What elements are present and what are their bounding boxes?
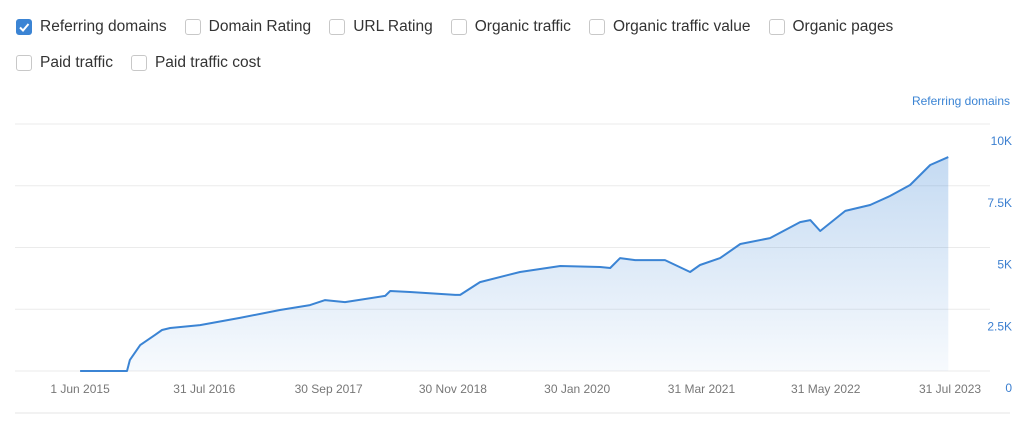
metric-toggle[interactable]: Paid traffic cost bbox=[130, 52, 261, 74]
x-tick-label: 1 Jun 2015 bbox=[50, 382, 110, 396]
x-tick-label: 31 Jul 2016 bbox=[173, 382, 235, 396]
metric-toggle[interactable]: Referring domains bbox=[16, 16, 167, 38]
toggle-label: Organic traffic value bbox=[612, 18, 751, 35]
metric-toggles: Referring domains Domain Rating URL Rating… bbox=[16, 16, 966, 74]
toggle-label: Organic traffic bbox=[474, 18, 571, 35]
checkbox[interactable] bbox=[184, 19, 201, 35]
y-tick-label: 7.5K bbox=[987, 196, 1012, 210]
series-line bbox=[80, 156, 949, 372]
toggle-label: Referring domains bbox=[40, 18, 167, 35]
area-fill bbox=[80, 157, 949, 371]
x-tick-label: 30 Nov 2018 bbox=[419, 382, 487, 396]
check-icon bbox=[19, 23, 30, 32]
x-tick-label: 30 Sep 2017 bbox=[295, 382, 363, 396]
toggle-label: Organic pages bbox=[792, 18, 894, 35]
checkbox[interactable] bbox=[130, 55, 147, 71]
toggle-label: URL Rating bbox=[353, 18, 433, 35]
y-tick-label: 2.5K bbox=[987, 319, 1012, 333]
x-tick-label: 31 Jul 2023 bbox=[919, 382, 981, 396]
metric-toggle[interactable]: Organic pages bbox=[768, 16, 894, 38]
x-tick-label: 30 Jan 2020 bbox=[544, 382, 610, 396]
toggle-label: Paid traffic cost bbox=[154, 54, 261, 71]
metric-toggle[interactable]: URL Rating bbox=[329, 16, 433, 38]
x-tick-label: 31 May 2022 bbox=[791, 382, 861, 396]
checkbox[interactable] bbox=[16, 19, 32, 35]
metric-toggle[interactable]: Domain Rating bbox=[184, 16, 312, 38]
checkbox[interactable] bbox=[768, 19, 785, 35]
checkbox[interactable] bbox=[450, 19, 467, 35]
y-tick-label: 0 bbox=[1005, 381, 1012, 395]
metric-toggle[interactable]: Organic traffic bbox=[450, 16, 571, 38]
toggle-label: Domain Rating bbox=[208, 18, 312, 35]
metric-toggle[interactable]: Paid traffic bbox=[16, 52, 113, 74]
toggle-label: Paid traffic bbox=[40, 54, 113, 71]
metric-toggle[interactable]: Organic traffic value bbox=[588, 16, 751, 38]
series-label: Referring domains bbox=[912, 94, 1010, 108]
x-tick-label: 31 Mar 2021 bbox=[668, 382, 736, 396]
checkbox[interactable] bbox=[329, 19, 346, 35]
y-tick-label: 5K bbox=[997, 258, 1012, 272]
checkbox[interactable] bbox=[588, 19, 605, 35]
checkbox[interactable] bbox=[16, 55, 32, 71]
y-tick-label: 10K bbox=[991, 134, 1012, 148]
